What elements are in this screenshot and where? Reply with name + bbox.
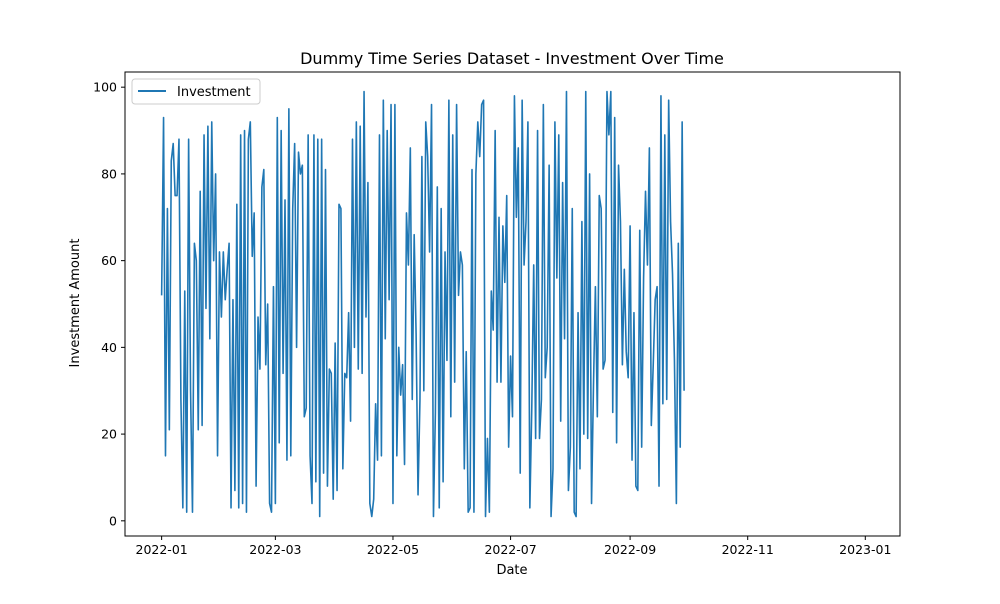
legend-label-investment: Investment [177, 85, 251, 100]
y-tick-label: 80 [101, 166, 117, 181]
plot-frame [124, 71, 901, 537]
y-tick-label: 0 [109, 513, 117, 528]
y-axis-label: Investment Amount [68, 239, 83, 368]
y-tick-label: 20 [101, 427, 117, 442]
series-layer [160, 90, 685, 518]
x-tick-label: 2022-07 [484, 542, 536, 557]
legend: Investment [131, 78, 261, 105]
x-axis-label: Date [496, 563, 527, 578]
x-tick-label: 2022-05 [367, 542, 419, 557]
y-tick-label: 100 [93, 80, 117, 95]
y-tick-label: 40 [101, 340, 117, 355]
x-tick-label: 2022-01 [136, 542, 188, 557]
axis-ticks: 2022-01 2022-03 2022-05 2022-07 2022-09 2022-… [93, 80, 891, 557]
x-tick-label: 2022-09 [604, 542, 656, 557]
chart-title: Dummy Time Series Dataset - Investment O… [300, 49, 724, 68]
x-tick-label: 2022-03 [249, 542, 301, 557]
legend-box [131, 78, 261, 105]
series-line-investment [160, 90, 685, 518]
x-tick-label: 2022-11 [722, 542, 774, 557]
y-tick-label: 60 [101, 253, 117, 268]
x-tick-label: 2023-01 [839, 542, 891, 557]
